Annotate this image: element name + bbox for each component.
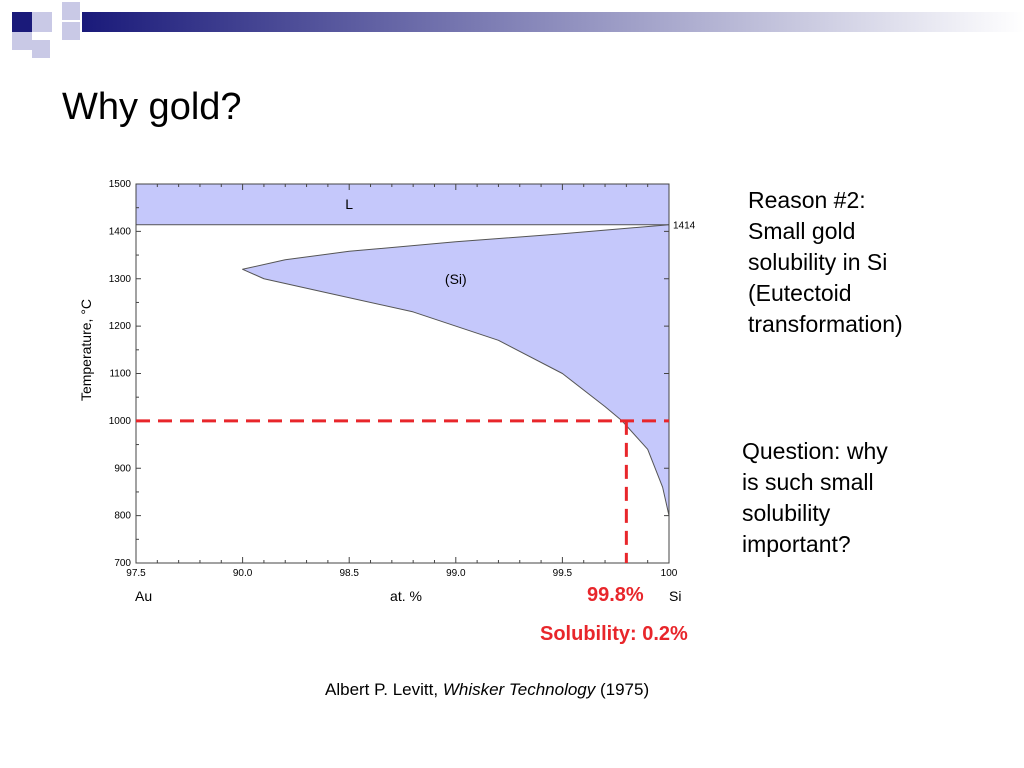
x-axis-label: at. % (390, 588, 422, 604)
percent-label: 99.8% (587, 584, 644, 606)
reason-line: Reason #2: (748, 187, 866, 213)
y-tick-label: 700 (114, 558, 131, 569)
endpoint-label-au: Au (135, 588, 152, 604)
reason-text: Reason #2: Small gold solubility in Si (… (748, 185, 903, 340)
liquid-region (135, 183, 670, 226)
reason-line: (Eutectoid (748, 280, 852, 306)
endpoint-label-si: Si (669, 588, 681, 604)
x-tick-label: 99.5 (553, 568, 573, 579)
citation-author: Albert P. Levitt, (325, 680, 443, 699)
question-line: important? (742, 531, 851, 557)
citation: Albert P. Levitt, Whisker Technology (19… (325, 680, 649, 700)
region-label-si: (Si) (445, 271, 467, 287)
x-tick-label: 97.5 (126, 568, 146, 579)
region-label-liquid: L (345, 196, 353, 212)
citation-year: (1975) (595, 680, 650, 699)
header-square (12, 32, 32, 50)
x-tick-label: 98.5 (339, 568, 359, 579)
si-solid-solution-region (242, 224, 670, 517)
y-tick-label: 1400 (109, 226, 132, 237)
y-tick-label: 800 (114, 511, 131, 522)
x-tick-label: 100 (661, 568, 678, 579)
question-line: Question: why (742, 438, 888, 464)
question-line: solubility (742, 500, 831, 526)
melting-point-label: 1414 (673, 221, 696, 232)
question-line: is such small (742, 469, 874, 495)
phase-diagram: L (Si) 700 800 900 1000 1100 1200 1300 1400 1500 97… (78, 179, 696, 604)
solubility-label: Solubility: 0.2% (540, 623, 688, 645)
reason-line: solubility in Si (748, 249, 888, 275)
y-tick-label: 900 (114, 463, 131, 474)
reason-line: transformation) (748, 311, 903, 337)
header-square (62, 22, 80, 40)
y-tick-label: 1100 (109, 369, 131, 380)
y-axis-label: Temperature, °C (78, 299, 94, 401)
header-square (32, 12, 52, 32)
y-tick-label: 1000 (109, 416, 132, 427)
slide-title: Why gold? (62, 86, 242, 128)
header-square (62, 2, 80, 20)
header-square-dark (12, 12, 32, 32)
header-decoration (12, 2, 1024, 58)
header-square (32, 40, 50, 58)
question-text: Question: why is such small solubility i… (742, 436, 888, 560)
x-tick-label: 99.0 (446, 568, 466, 579)
x-tick-label: 90.0 (233, 568, 253, 579)
citation-work: Whisker Technology (442, 680, 596, 699)
y-tick-label: 1500 (109, 179, 132, 190)
y-tick-label: 1300 (109, 274, 132, 285)
y-tick-label: 1200 (109, 321, 132, 332)
reason-line: Small gold (748, 218, 856, 244)
